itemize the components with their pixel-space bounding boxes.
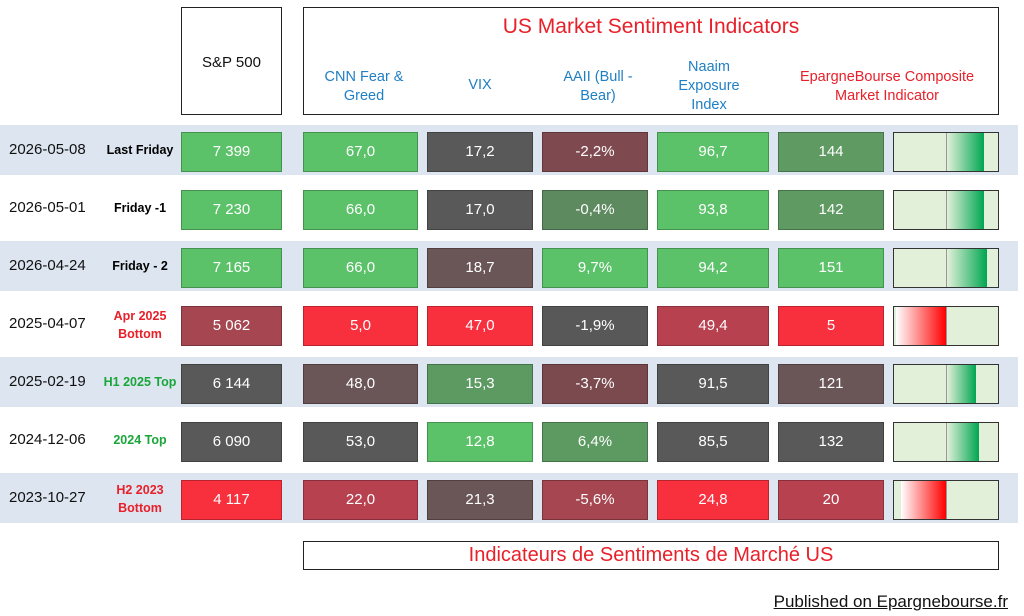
sp500-cell: 7 399 bbox=[181, 132, 282, 172]
cnn-cell: 5,0 bbox=[303, 306, 418, 346]
column-header-naaim: Naaim Exposure Index bbox=[678, 59, 740, 113]
gauge-fill-positive bbox=[947, 423, 979, 461]
sp500-header: S&P 500 bbox=[181, 7, 282, 115]
column-header-cnn: CNN Fear & Greed bbox=[324, 69, 404, 104]
naaim-cell: 96,7 bbox=[657, 132, 769, 172]
row-label: H2 2023 Bottom bbox=[116, 483, 164, 515]
row-label: Last Friday bbox=[106, 143, 174, 157]
indicators-header: US Market Sentiment Indicators CNN Fear … bbox=[303, 7, 999, 115]
row-label: Apr 2025 Bottom bbox=[113, 309, 167, 341]
naaim-cell: 24,8 bbox=[657, 480, 769, 520]
aaii-cell: 6,4% bbox=[542, 422, 648, 462]
composite-cell: 121 bbox=[778, 364, 884, 404]
aaii-cell: -5,6% bbox=[542, 480, 648, 520]
sp500-cell: 6 090 bbox=[181, 422, 282, 462]
gauge-midline bbox=[946, 191, 947, 229]
row-label: 2024 Top bbox=[113, 433, 167, 447]
gauge-fill-positive bbox=[947, 249, 987, 287]
sp500-cell: 7 230 bbox=[181, 190, 282, 230]
column-header-aaii: AAII (Bull - Bear) bbox=[563, 69, 633, 104]
vix-cell: 17,2 bbox=[427, 132, 533, 172]
row-label: H1 2025 Top bbox=[103, 375, 177, 389]
naaim-cell: 85,5 bbox=[657, 422, 769, 462]
gauge-midline bbox=[946, 307, 947, 345]
composite-cell: 5 bbox=[778, 306, 884, 346]
row-date: 2026-05-01 bbox=[9, 199, 86, 216]
sp500-cell: 4 117 bbox=[181, 480, 282, 520]
cnn-cell: 48,0 bbox=[303, 364, 418, 404]
sp500-cell: 6 144 bbox=[181, 364, 282, 404]
composite-gauge bbox=[893, 422, 999, 462]
composite-cell: 132 bbox=[778, 422, 884, 462]
sp500-header-label: S&P 500 bbox=[202, 54, 261, 71]
composite-gauge bbox=[893, 306, 999, 346]
vix-cell: 15,3 bbox=[427, 364, 533, 404]
naaim-cell: 93,8 bbox=[657, 190, 769, 230]
aaii-cell: -0,4% bbox=[542, 190, 648, 230]
gauge-fill-positive bbox=[947, 191, 984, 229]
footer-title: Indicateurs de Sentiments de Marché US bbox=[303, 541, 999, 570]
composite-gauge bbox=[893, 132, 999, 172]
composite-gauge bbox=[893, 364, 999, 404]
naaim-cell: 91,5 bbox=[657, 364, 769, 404]
gauge-midline bbox=[946, 365, 947, 403]
gauge-fill-positive bbox=[947, 133, 984, 171]
vix-cell: 18,7 bbox=[427, 248, 533, 288]
gauge-midline bbox=[946, 249, 947, 287]
row-label: Friday - 2 bbox=[112, 259, 168, 273]
composite-cell: 20 bbox=[778, 480, 884, 520]
cnn-cell: 67,0 bbox=[303, 132, 418, 172]
composite-gauge bbox=[893, 248, 999, 288]
aaii-cell: 9,7% bbox=[542, 248, 648, 288]
cnn-cell: 22,0 bbox=[303, 480, 418, 520]
cnn-cell: 66,0 bbox=[303, 248, 418, 288]
row-date: 2026-05-08 bbox=[9, 141, 86, 158]
gauge-fill-negative bbox=[901, 481, 946, 519]
row-date: 2023-10-27 bbox=[9, 489, 86, 506]
gauge-fill-positive bbox=[947, 365, 976, 403]
aaii-cell: -1,9% bbox=[542, 306, 648, 346]
gauge-fill-negative bbox=[896, 307, 946, 345]
gauge-midline bbox=[946, 133, 947, 171]
row-date: 2024-12-06 bbox=[9, 431, 86, 448]
composite-gauge bbox=[893, 480, 999, 520]
gauge-midline bbox=[946, 423, 947, 461]
sp500-cell: 7 165 bbox=[181, 248, 282, 288]
aaii-cell: -3,7% bbox=[542, 364, 648, 404]
column-header-composite: EpargneBourse Composite Market Indicator bbox=[799, 69, 975, 104]
vix-cell: 12,8 bbox=[427, 422, 533, 462]
composite-gauge bbox=[893, 190, 999, 230]
row-date: 2025-04-07 bbox=[9, 315, 86, 332]
vix-cell: 17,0 bbox=[427, 190, 533, 230]
cnn-cell: 53,0 bbox=[303, 422, 418, 462]
naaim-cell: 49,4 bbox=[657, 306, 769, 346]
vix-cell: 21,3 bbox=[427, 480, 533, 520]
table-title: US Market Sentiment Indicators bbox=[502, 15, 800, 38]
published-link[interactable]: Published on Epargnebourse.fr bbox=[773, 592, 1008, 611]
gauge-midline bbox=[946, 481, 947, 519]
composite-cell: 144 bbox=[778, 132, 884, 172]
naaim-cell: 94,2 bbox=[657, 248, 769, 288]
aaii-cell: -2,2% bbox=[542, 132, 648, 172]
cnn-cell: 66,0 bbox=[303, 190, 418, 230]
composite-cell: 142 bbox=[778, 190, 884, 230]
composite-cell: 151 bbox=[778, 248, 884, 288]
footer-title-text: Indicateurs de Sentiments de Marché US bbox=[468, 544, 834, 566]
vix-cell: 47,0 bbox=[427, 306, 533, 346]
column-header-vix: VIX bbox=[468, 77, 492, 93]
row-label: Friday -1 bbox=[113, 201, 167, 215]
row-date: 2025-02-19 bbox=[9, 373, 86, 390]
sp500-cell: 5 062 bbox=[181, 306, 282, 346]
row-date: 2026-04-24 bbox=[9, 257, 86, 274]
